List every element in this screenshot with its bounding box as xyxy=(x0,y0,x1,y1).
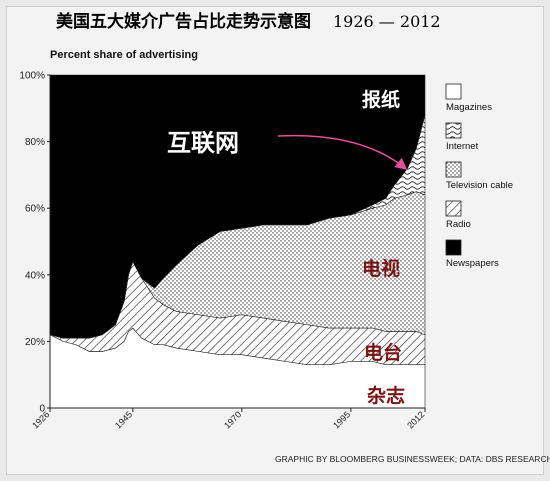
legend-label-television-cable: Television cable xyxy=(446,180,513,191)
legend-swatch-newspapers xyxy=(445,239,462,256)
annotation-radio: 电台 xyxy=(364,341,402,364)
annotation-television: 电视 xyxy=(362,257,400,280)
chart-title-years: 1926 — 2012 xyxy=(333,12,441,31)
x-axis: 1926 1945 1970 1995 2012 xyxy=(30,407,426,431)
plot-area xyxy=(49,74,426,409)
chart-subtitle: Percent share of advertising xyxy=(50,49,198,61)
internet-arrow xyxy=(277,134,408,170)
y-tick-label: 40% xyxy=(25,270,45,281)
annotation-internet: 互联网 xyxy=(167,128,239,157)
annotation-newspapers: 报纸 xyxy=(362,88,400,111)
legend-label-magazines: Magazines xyxy=(446,102,492,113)
legend-swatch-internet xyxy=(445,122,462,139)
area-newspapers xyxy=(49,74,426,339)
y-axis: 0 20% 40% 60% 80% 100% xyxy=(19,71,51,415)
legend-swatch-television-cable xyxy=(445,161,462,178)
source-credit: GRAPHIC BY BLOOMBERG BUSINESSWEEK; DATA:… xyxy=(275,454,550,464)
y-tick-label: 60% xyxy=(25,204,45,215)
x-tick-label: 2012 xyxy=(405,409,426,430)
x-tick-label: 1995 xyxy=(331,409,352,430)
chart-title: 美国五大媒介广告占比走势示意图 xyxy=(56,11,311,32)
x-tick-label: 1926 xyxy=(30,409,51,430)
annotation-magazines: 杂志 xyxy=(367,384,405,407)
legend-swatch-radio xyxy=(445,200,462,217)
legend-label-radio: Radio xyxy=(446,219,471,230)
legend-swatch-magazines xyxy=(445,83,462,100)
legend: Magazines Internet Television cable Radio Ne… xyxy=(445,83,513,269)
y-tick-label: 100% xyxy=(19,71,45,82)
x-tick-label: 1945 xyxy=(113,409,134,430)
legend-label-newspapers: Newspapers xyxy=(446,258,499,269)
x-tick-label: 1970 xyxy=(222,409,243,430)
y-tick-label: 80% xyxy=(25,137,45,148)
y-tick-label: 20% xyxy=(25,337,45,348)
y-tick-label: 0 xyxy=(39,404,45,415)
legend-label-internet: Internet xyxy=(446,141,479,152)
